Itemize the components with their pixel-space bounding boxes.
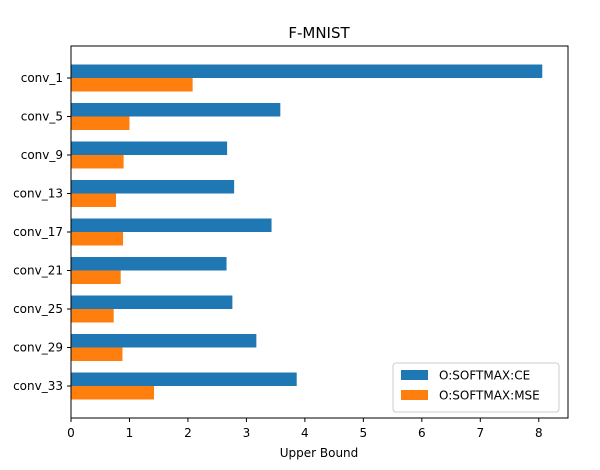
legend-label-1: O:SOFTMAX:CE xyxy=(439,369,530,383)
bar-conv_17-series-1 xyxy=(71,218,272,232)
bar-conv_13-series-1 xyxy=(71,180,235,194)
bar-conv_1-series-2 xyxy=(71,78,193,92)
legend: O:SOFTMAX:CE O:SOFTMAX:MSE xyxy=(392,362,560,413)
bar-conv_17-series-2 xyxy=(71,232,124,246)
bar-conv_5-series-1 xyxy=(71,103,281,117)
y-tick-label: conv_5 xyxy=(21,110,63,124)
y-tick-label: conv_13 xyxy=(13,187,63,201)
x-axis-label: Upper Bound xyxy=(280,446,359,460)
x-tick-label: 5 xyxy=(360,426,368,440)
x-tick-label: 6 xyxy=(418,426,426,440)
bar-conv_29-series-1 xyxy=(71,334,257,348)
y-tick-label: conv_33 xyxy=(13,379,63,393)
y-tick-label: conv_21 xyxy=(13,264,63,278)
bar-conv_21-series-2 xyxy=(71,270,121,284)
x-tick-label: 2 xyxy=(184,426,192,440)
bar-conv_21-series-1 xyxy=(71,257,227,271)
x-tick-label: 7 xyxy=(476,426,484,440)
bars-group xyxy=(71,64,543,400)
y-tick-label: conv_17 xyxy=(13,225,63,239)
bar-conv_33-series-2 xyxy=(71,386,155,400)
x-tick-label: 4 xyxy=(301,426,309,440)
y-tick-label: conv_1 xyxy=(21,71,63,85)
bar-conv_33-series-1 xyxy=(71,372,297,386)
bar-conv_25-series-2 xyxy=(71,309,114,323)
ticks-group: 0 1 2 3 4 5 6 7 8 conv_1 conv_5 conv_9 conv_13 conv_1… xyxy=(13,71,543,440)
bar-conv_25-series-1 xyxy=(71,295,233,309)
bar-conv_9-series-1 xyxy=(71,141,228,155)
bar-conv_29-series-2 xyxy=(71,347,123,361)
legend-frame xyxy=(392,362,560,413)
x-tick-label: 0 xyxy=(67,426,75,440)
bar-conv_13-series-2 xyxy=(71,193,117,207)
legend-label-2: O:SOFTMAX:MSE xyxy=(439,389,540,403)
bar-conv_1-series-1 xyxy=(71,64,543,78)
chart-title: F-MNIST xyxy=(288,24,350,42)
bar-conv_9-series-2 xyxy=(71,155,124,169)
x-tick-label: 3 xyxy=(243,426,251,440)
legend-swatch-1 xyxy=(401,370,428,380)
bar-conv_5-series-2 xyxy=(71,116,130,130)
x-tick-label: 8 xyxy=(535,426,543,440)
y-tick-label: conv_25 xyxy=(13,302,63,316)
x-tick-label: 1 xyxy=(126,426,134,440)
y-tick-label: conv_9 xyxy=(21,148,63,162)
legend-swatch-2 xyxy=(401,390,428,400)
y-tick-label: conv_29 xyxy=(13,341,63,355)
